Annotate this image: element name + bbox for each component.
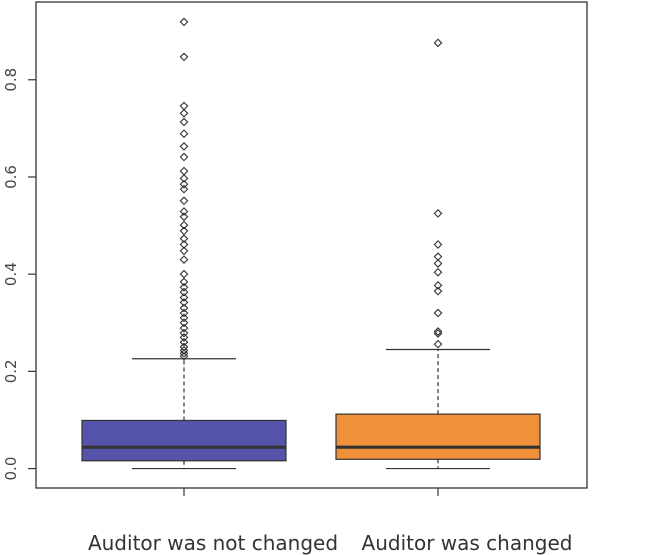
outlier-point (179, 303, 189, 313)
outlier-point (433, 38, 443, 48)
outlier-point (179, 313, 189, 323)
outlier-point (179, 207, 189, 216)
outlier-point (179, 277, 189, 287)
outlier-point (179, 141, 189, 151)
outlier-point (433, 286, 443, 296)
outlier-point (179, 220, 189, 230)
box-groups (81, 17, 541, 470)
outlier-point (179, 351, 189, 361)
outlier-point (179, 318, 189, 328)
y-tick-label: 0.0 (2, 457, 20, 481)
outlier-point (179, 212, 189, 222)
outlier-point (433, 280, 443, 290)
outlier-point (433, 329, 443, 338)
outlier-point (179, 282, 189, 292)
x-tick-label: Auditor was not changed (88, 531, 338, 555)
outlier-point (179, 179, 189, 189)
outlier-point (179, 152, 189, 162)
box-body (81, 419, 287, 462)
outlier-point (179, 323, 189, 333)
outlier-point (433, 267, 443, 277)
outlier-point (433, 327, 443, 336)
outlier-point (433, 209, 443, 218)
box-group (335, 38, 541, 470)
outlier-point (179, 174, 189, 183)
outlier-point (179, 246, 189, 256)
outlier-point (433, 240, 443, 249)
outlier-point (179, 287, 189, 297)
outlier-point (179, 184, 189, 194)
y-tick-label: 0.2 (2, 359, 20, 383)
box-body (335, 413, 541, 460)
outlier-point (179, 129, 189, 139)
outlier-point (433, 339, 443, 349)
outlier-point (179, 349, 189, 358)
outlier-point (179, 101, 189, 111)
outlier-point (179, 255, 189, 264)
outlier-point (179, 342, 189, 352)
box-group (81, 17, 287, 470)
y-axis: 0.0 0.2 0.4 0.6 0.8 (2, 68, 36, 481)
outlier-point (179, 297, 189, 307)
outlier-point (179, 269, 189, 279)
plot-frame (35, 1, 588, 489)
outlier-point (179, 108, 189, 118)
outlier-point (179, 52, 189, 62)
outlier-point (179, 293, 189, 302)
outlier-point (179, 332, 189, 342)
outlier-point (433, 308, 443, 318)
outlier-point (179, 117, 189, 127)
outlier-point (179, 234, 189, 244)
y-tick-label: 0.8 (2, 68, 20, 92)
outlier-point (179, 17, 189, 27)
x-axis: Auditor was not changed Auditor was chang… (88, 488, 573, 555)
outlier-point (179, 308, 189, 318)
y-tick-label: 0.4 (2, 262, 20, 286)
y-tick-label: 0.6 (2, 165, 20, 189)
outlier-point (179, 346, 189, 355)
outlier-point (179, 328, 189, 338)
outlier-point (433, 259, 443, 268)
outlier-point (179, 240, 189, 249)
outlier-point (179, 337, 189, 347)
x-tick-label: Auditor was changed (362, 531, 573, 555)
outlier-point (179, 166, 189, 176)
outlier-point (179, 196, 189, 206)
